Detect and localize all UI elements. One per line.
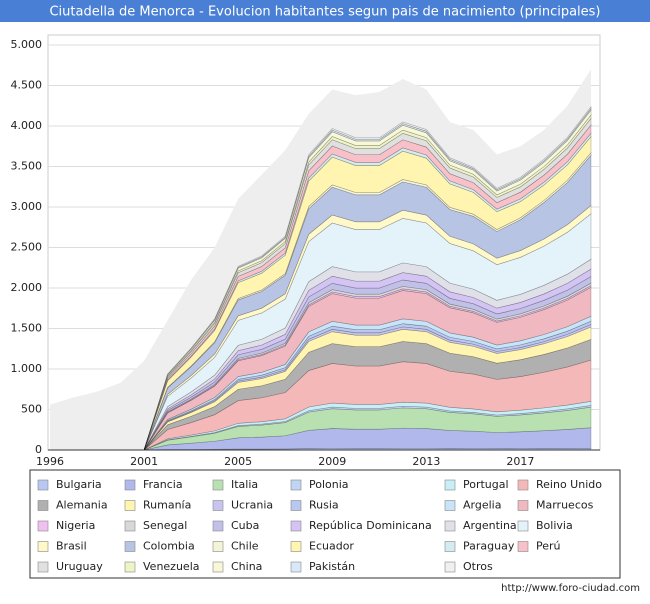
x-tick-label: 2001 — [130, 455, 158, 468]
legend-label: Senegal — [143, 519, 187, 532]
y-tick-label: 5.000 — [11, 38, 43, 51]
y-tick-label: 500 — [21, 403, 42, 416]
y-tick-label: 3.000 — [11, 200, 43, 213]
legend-swatch — [290, 500, 302, 511]
chart-title: Ciutadella de Menorca - Evolucion habita… — [49, 5, 600, 20]
footer: http://www.foro-ciudad.com — [501, 583, 640, 594]
legend-swatch — [290, 561, 302, 573]
legend-label: Francia — [143, 478, 183, 491]
legend-label: Paraguay — [463, 540, 515, 553]
legend-label: Pakistán — [309, 560, 355, 573]
legend-swatch — [124, 500, 136, 511]
y-tick-label: 2.000 — [11, 281, 43, 294]
legend-swatch — [124, 541, 136, 552]
x-tick-label: 1996 — [36, 455, 64, 468]
legend-label: Rumanía — [143, 499, 191, 512]
title-bar — [0, 0, 650, 22]
legend-label: Argentina — [463, 519, 517, 532]
legend-label: Ucrania — [231, 499, 273, 512]
legend: Bulgaria Francia Italia Polonia Portugal Rein… — [37, 478, 602, 573]
y-tick-label: 3.500 — [11, 160, 43, 173]
legend-swatch — [517, 479, 529, 491]
legend-label: República Dominicana — [309, 519, 432, 532]
legend-swatch — [212, 561, 224, 573]
x-tick-label: 2017 — [506, 455, 534, 468]
x-tick-label: 2009 — [318, 455, 346, 468]
legend-swatch — [124, 479, 136, 491]
legend-swatch — [212, 500, 224, 511]
plot-area: 0 500 1.000 1.500 2.000 2.500 3.000 3.500 4.000 4… — [11, 34, 601, 468]
legend-swatch — [444, 479, 456, 491]
legend-label: Marruecos — [536, 499, 594, 512]
legend-label: Portugal — [463, 478, 509, 491]
y-tick-label: 4.500 — [11, 79, 43, 92]
legend-label: Perú — [536, 540, 561, 553]
x-tick-label: 2013 — [412, 455, 440, 468]
legend-label: Colombia — [143, 540, 195, 553]
legend-swatch — [290, 479, 302, 491]
legend-swatch — [444, 520, 456, 532]
legend-swatch — [212, 479, 224, 491]
legend-swatch — [290, 520, 302, 532]
legend-label: Bolivia — [536, 519, 573, 532]
legend-label: Reino Unido — [536, 478, 602, 491]
legend-swatch — [517, 541, 529, 552]
legend-swatch — [444, 541, 456, 552]
area — [143, 105, 592, 451]
legend-swatch — [37, 479, 49, 491]
legend-label: Brasil — [56, 540, 87, 553]
y-tick-label: 4.000 — [11, 119, 43, 132]
legend-swatch — [444, 561, 456, 573]
legend-swatch — [124, 561, 136, 573]
legend-label: Ecuador — [309, 540, 354, 553]
y-tick-label: 0 — [35, 443, 42, 456]
legend-label: Chile — [231, 540, 259, 553]
x-tick-label: 2005 — [224, 455, 252, 468]
legend-label: Italia — [231, 478, 258, 491]
legend-label: China — [231, 560, 262, 573]
legend-label: Uruguay — [56, 560, 103, 573]
legend-label: Argelia — [463, 499, 501, 512]
y-tick-label: 1.500 — [11, 322, 43, 335]
legend-label: Rusia — [309, 499, 339, 512]
legend-swatch — [37, 561, 49, 573]
legend-swatch — [37, 500, 49, 511]
legend-label: Alemania — [56, 499, 108, 512]
y-tick-label: 1.000 — [11, 362, 43, 375]
legend-swatch — [212, 541, 224, 552]
legend-label: Nigeria — [56, 519, 95, 532]
legend-swatch — [444, 500, 456, 511]
legend-label: Venezuela — [143, 560, 200, 573]
legend-swatch — [517, 520, 529, 532]
legend-swatch — [37, 520, 49, 532]
legend-label: Polonia — [309, 478, 349, 491]
legend-label: Cuba — [231, 519, 259, 532]
legend-swatch — [290, 541, 302, 552]
legend-label: Bulgaria — [56, 478, 102, 491]
y-tick-label: 2.500 — [11, 241, 43, 254]
legend-label: Otros — [463, 560, 493, 573]
legend-swatch — [37, 541, 49, 552]
legend-swatch — [124, 520, 136, 532]
legend-swatch — [517, 500, 529, 511]
legend-swatch — [212, 520, 224, 532]
